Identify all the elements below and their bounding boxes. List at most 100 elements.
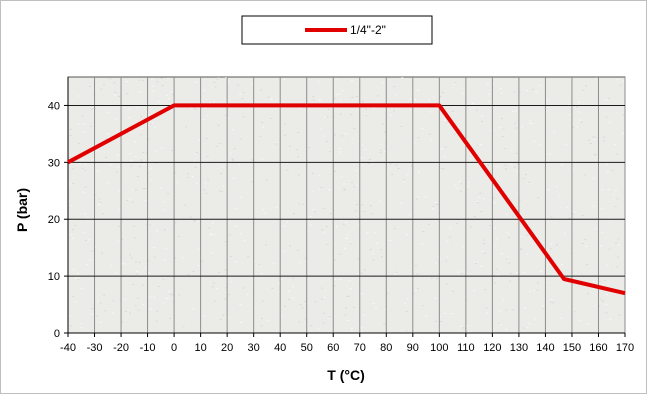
texture-speck: [488, 93, 491, 95]
texture-speck: [156, 81, 159, 83]
texture-speck: [561, 264, 564, 266]
texture-speck: [142, 151, 145, 153]
texture-speck: [354, 210, 357, 212]
texture-speck: [482, 198, 485, 200]
texture-speck: [577, 111, 580, 113]
texture-speck: [395, 271, 398, 273]
texture-speck: [405, 330, 408, 332]
texture-speck: [325, 226, 328, 227]
texture-speck: [443, 168, 446, 170]
texture-speck: [131, 284, 134, 285]
texture-speck: [318, 175, 321, 177]
texture-speck: [494, 245, 497, 247]
texture-speck: [504, 164, 507, 166]
texture-speck: [168, 291, 171, 293]
texture-speck: [174, 257, 177, 259]
texture-speck: [451, 110, 454, 112]
texture-speck: [402, 181, 405, 183]
texture-speck: [320, 186, 323, 188]
texture-speck: [389, 240, 392, 241]
texture-speck: [372, 107, 375, 109]
texture-speck: [413, 141, 416, 143]
texture-speck: [216, 287, 219, 289]
texture-speck: [550, 301, 553, 303]
texture-speck: [283, 225, 286, 227]
texture-speck: [578, 101, 581, 103]
texture-speck: [414, 98, 417, 100]
x-tick-label: 160: [589, 342, 607, 354]
texture-speck: [460, 183, 463, 185]
texture-speck: [525, 327, 528, 329]
texture-speck: [270, 98, 273, 100]
texture-speck: [283, 306, 286, 307]
texture-speck: [194, 167, 197, 168]
texture-speck: [360, 327, 363, 329]
texture-speck: [80, 323, 83, 325]
texture-speck: [79, 119, 82, 121]
texture-speck: [155, 162, 158, 164]
texture-speck: [453, 131, 456, 133]
texture-speck: [478, 144, 481, 146]
texture-speck: [160, 77, 163, 79]
texture-speck: [593, 306, 596, 308]
texture-speck: [72, 182, 75, 184]
texture-speck: [98, 201, 101, 203]
texture-speck: [459, 190, 462, 192]
texture-speck: [121, 321, 124, 323]
texture-speck: [383, 323, 386, 325]
texture-speck: [69, 316, 72, 317]
texture-speck: [145, 267, 148, 269]
texture-speck: [493, 282, 496, 284]
texture-speck: [481, 115, 484, 117]
texture-speck: [275, 143, 278, 145]
texture-speck: [323, 296, 326, 298]
texture-speck: [518, 91, 521, 93]
texture-speck: [576, 106, 579, 108]
texture-speck: [236, 84, 239, 86]
texture-speck: [242, 91, 245, 93]
texture-speck: [130, 257, 133, 259]
x-tick-label: 90: [407, 342, 419, 354]
texture-speck: [166, 94, 169, 96]
texture-speck: [133, 237, 136, 239]
texture-speck: [382, 82, 385, 84]
texture-speck: [127, 108, 130, 110]
texture-speck: [83, 231, 86, 233]
texture-speck: [145, 224, 148, 226]
texture-speck: [69, 183, 72, 185]
texture-speck: [510, 163, 513, 165]
texture-speck: [339, 253, 342, 255]
texture-speck: [203, 316, 206, 317]
texture-speck: [498, 324, 501, 325]
texture-speck: [261, 317, 263, 319]
y-axis-title: P (bar): [14, 188, 30, 232]
texture-speck: [111, 300, 114, 302]
texture-speck: [70, 234, 73, 236]
texture-speck: [195, 182, 198, 184]
texture-speck: [314, 301, 317, 303]
texture-speck: [95, 315, 98, 317]
texture-speck: [129, 153, 132, 155]
texture-speck: [147, 260, 150, 262]
texture-speck: [96, 300, 99, 302]
texture-speck: [131, 189, 134, 191]
texture-speck: [99, 322, 102, 323]
texture-speck: [221, 190, 223, 192]
texture-speck: [264, 212, 267, 214]
texture-speck: [436, 204, 439, 205]
texture-speck: [251, 181, 254, 183]
texture-speck: [326, 140, 328, 142]
texture-speck: [239, 196, 242, 198]
texture-speck: [324, 116, 327, 118]
texture-speck: [318, 81, 321, 83]
texture-speck: [547, 189, 550, 191]
x-tick-label: 120: [483, 342, 501, 354]
texture-speck: [291, 297, 294, 299]
texture-speck: [307, 146, 310, 148]
texture-speck: [499, 88, 502, 89]
texture-speck: [601, 189, 604, 191]
texture-speck: [606, 264, 609, 266]
x-tick-label: 10: [194, 342, 206, 354]
texture-speck: [481, 120, 484, 122]
texture-speck: [480, 265, 483, 267]
